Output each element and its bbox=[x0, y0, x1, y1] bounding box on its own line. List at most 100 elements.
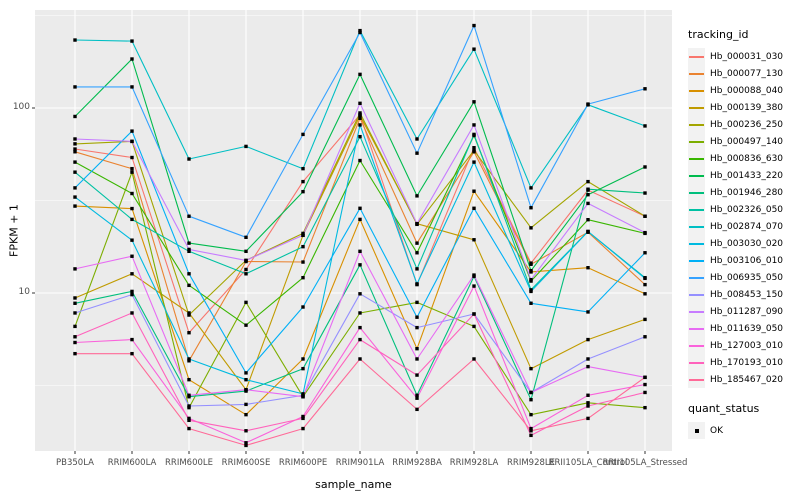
data-point bbox=[301, 189, 305, 194]
legend-title-quant-status: quant_status bbox=[688, 402, 760, 415]
series-color-key-icon bbox=[688, 320, 705, 337]
data-point bbox=[358, 325, 362, 330]
series-color-key-icon bbox=[688, 235, 705, 252]
data-point bbox=[301, 233, 305, 238]
data-point bbox=[73, 85, 77, 89]
data-point bbox=[358, 217, 362, 222]
series-color-key-icon bbox=[688, 184, 705, 201]
data-point bbox=[301, 357, 305, 361]
data-point bbox=[187, 272, 191, 276]
data-point bbox=[472, 206, 476, 210]
x-tick-label: RRIM928LA bbox=[449, 458, 499, 468]
data-point bbox=[358, 249, 362, 254]
y-tick-label-10: 10 bbox=[18, 287, 30, 297]
series-color-key-icon bbox=[688, 150, 705, 167]
legend-entry-label: Hb_002326_050 bbox=[710, 204, 784, 215]
data-point bbox=[244, 272, 248, 276]
legend-entry: Hb_127003_010 bbox=[688, 337, 800, 354]
data-point bbox=[187, 157, 191, 161]
series-color-key-icon bbox=[688, 286, 705, 303]
data-point bbox=[358, 101, 362, 106]
data-point bbox=[472, 312, 476, 316]
series-color-key-icon bbox=[688, 269, 705, 286]
data-point bbox=[472, 132, 476, 137]
x-tick-label: RRIM901LA bbox=[335, 458, 385, 468]
data-point bbox=[187, 404, 191, 408]
data-point bbox=[244, 429, 248, 433]
ok-point-icon bbox=[688, 422, 705, 439]
legend-entry-label: Hb_001946_280 bbox=[710, 187, 784, 198]
data-point bbox=[187, 249, 191, 254]
data-point bbox=[586, 404, 590, 408]
legend-entry-ok: OK bbox=[688, 422, 800, 439]
data-point bbox=[130, 254, 134, 258]
data-point bbox=[73, 204, 77, 208]
legend-entry-label: Hb_000236_250 bbox=[710, 119, 784, 130]
y-tick-label-100: 100 bbox=[12, 102, 30, 112]
data-point bbox=[358, 28, 362, 33]
data-point bbox=[244, 412, 248, 417]
data-point bbox=[244, 441, 248, 445]
data-point bbox=[358, 337, 362, 342]
data-point bbox=[415, 393, 419, 397]
data-point bbox=[586, 229, 590, 234]
data-point bbox=[301, 416, 305, 421]
data-point bbox=[415, 357, 419, 361]
series-color-key-icon bbox=[688, 133, 705, 150]
data-point bbox=[301, 166, 305, 171]
data-point bbox=[586, 102, 590, 106]
series-color-key-icon bbox=[688, 65, 705, 82]
data-point bbox=[130, 311, 134, 315]
legend-entry-label: Hb_003030_020 bbox=[710, 238, 784, 249]
data-point bbox=[529, 426, 533, 431]
data-point bbox=[244, 144, 248, 149]
plot-panel bbox=[35, 10, 672, 451]
data-point bbox=[244, 443, 248, 448]
data-point bbox=[244, 235, 248, 240]
legend-entry-label: Hb_000836_630 bbox=[710, 153, 784, 164]
data-point bbox=[586, 266, 590, 270]
data-point bbox=[301, 132, 305, 137]
data-point bbox=[529, 412, 533, 417]
data-point bbox=[301, 414, 305, 419]
data-point bbox=[358, 111, 362, 115]
x-tick-label: RRIM928BA bbox=[392, 458, 442, 468]
series-color-key-icon bbox=[688, 371, 705, 388]
data-point bbox=[586, 357, 590, 361]
data-point bbox=[529, 301, 533, 305]
legend-entry-label: Hb_011639_050 bbox=[710, 323, 784, 334]
data-point bbox=[643, 276, 647, 281]
legend-entry-label: Hb_000031_030 bbox=[710, 51, 784, 62]
data-point bbox=[130, 206, 134, 211]
data-point bbox=[301, 366, 305, 371]
data-point bbox=[415, 407, 419, 412]
data-point bbox=[415, 251, 419, 255]
data-point bbox=[643, 124, 647, 128]
data-point bbox=[643, 87, 647, 91]
legend-entry: Hb_000077_130 bbox=[688, 65, 800, 82]
data-point bbox=[130, 170, 134, 174]
data-point bbox=[529, 186, 533, 190]
data-point bbox=[73, 160, 77, 164]
data-point bbox=[586, 364, 590, 369]
data-point bbox=[301, 244, 305, 249]
data-point bbox=[529, 433, 533, 438]
data-point bbox=[187, 214, 191, 218]
data-point bbox=[472, 123, 476, 127]
x-tick-label: RRIM600LE bbox=[165, 458, 213, 468]
data-point bbox=[358, 116, 362, 120]
data-point bbox=[73, 324, 77, 329]
data-point bbox=[187, 416, 191, 421]
series-color-key-icon bbox=[688, 99, 705, 116]
data-point bbox=[472, 189, 476, 193]
data-point bbox=[73, 340, 77, 345]
data-point bbox=[415, 151, 419, 155]
data-point bbox=[358, 158, 362, 163]
data-point bbox=[586, 192, 590, 197]
legend-entry: Hb_003106_010 bbox=[688, 252, 800, 269]
data-point bbox=[643, 214, 647, 218]
data-point bbox=[358, 113, 362, 118]
data-point bbox=[73, 296, 77, 300]
data-point bbox=[472, 100, 476, 104]
